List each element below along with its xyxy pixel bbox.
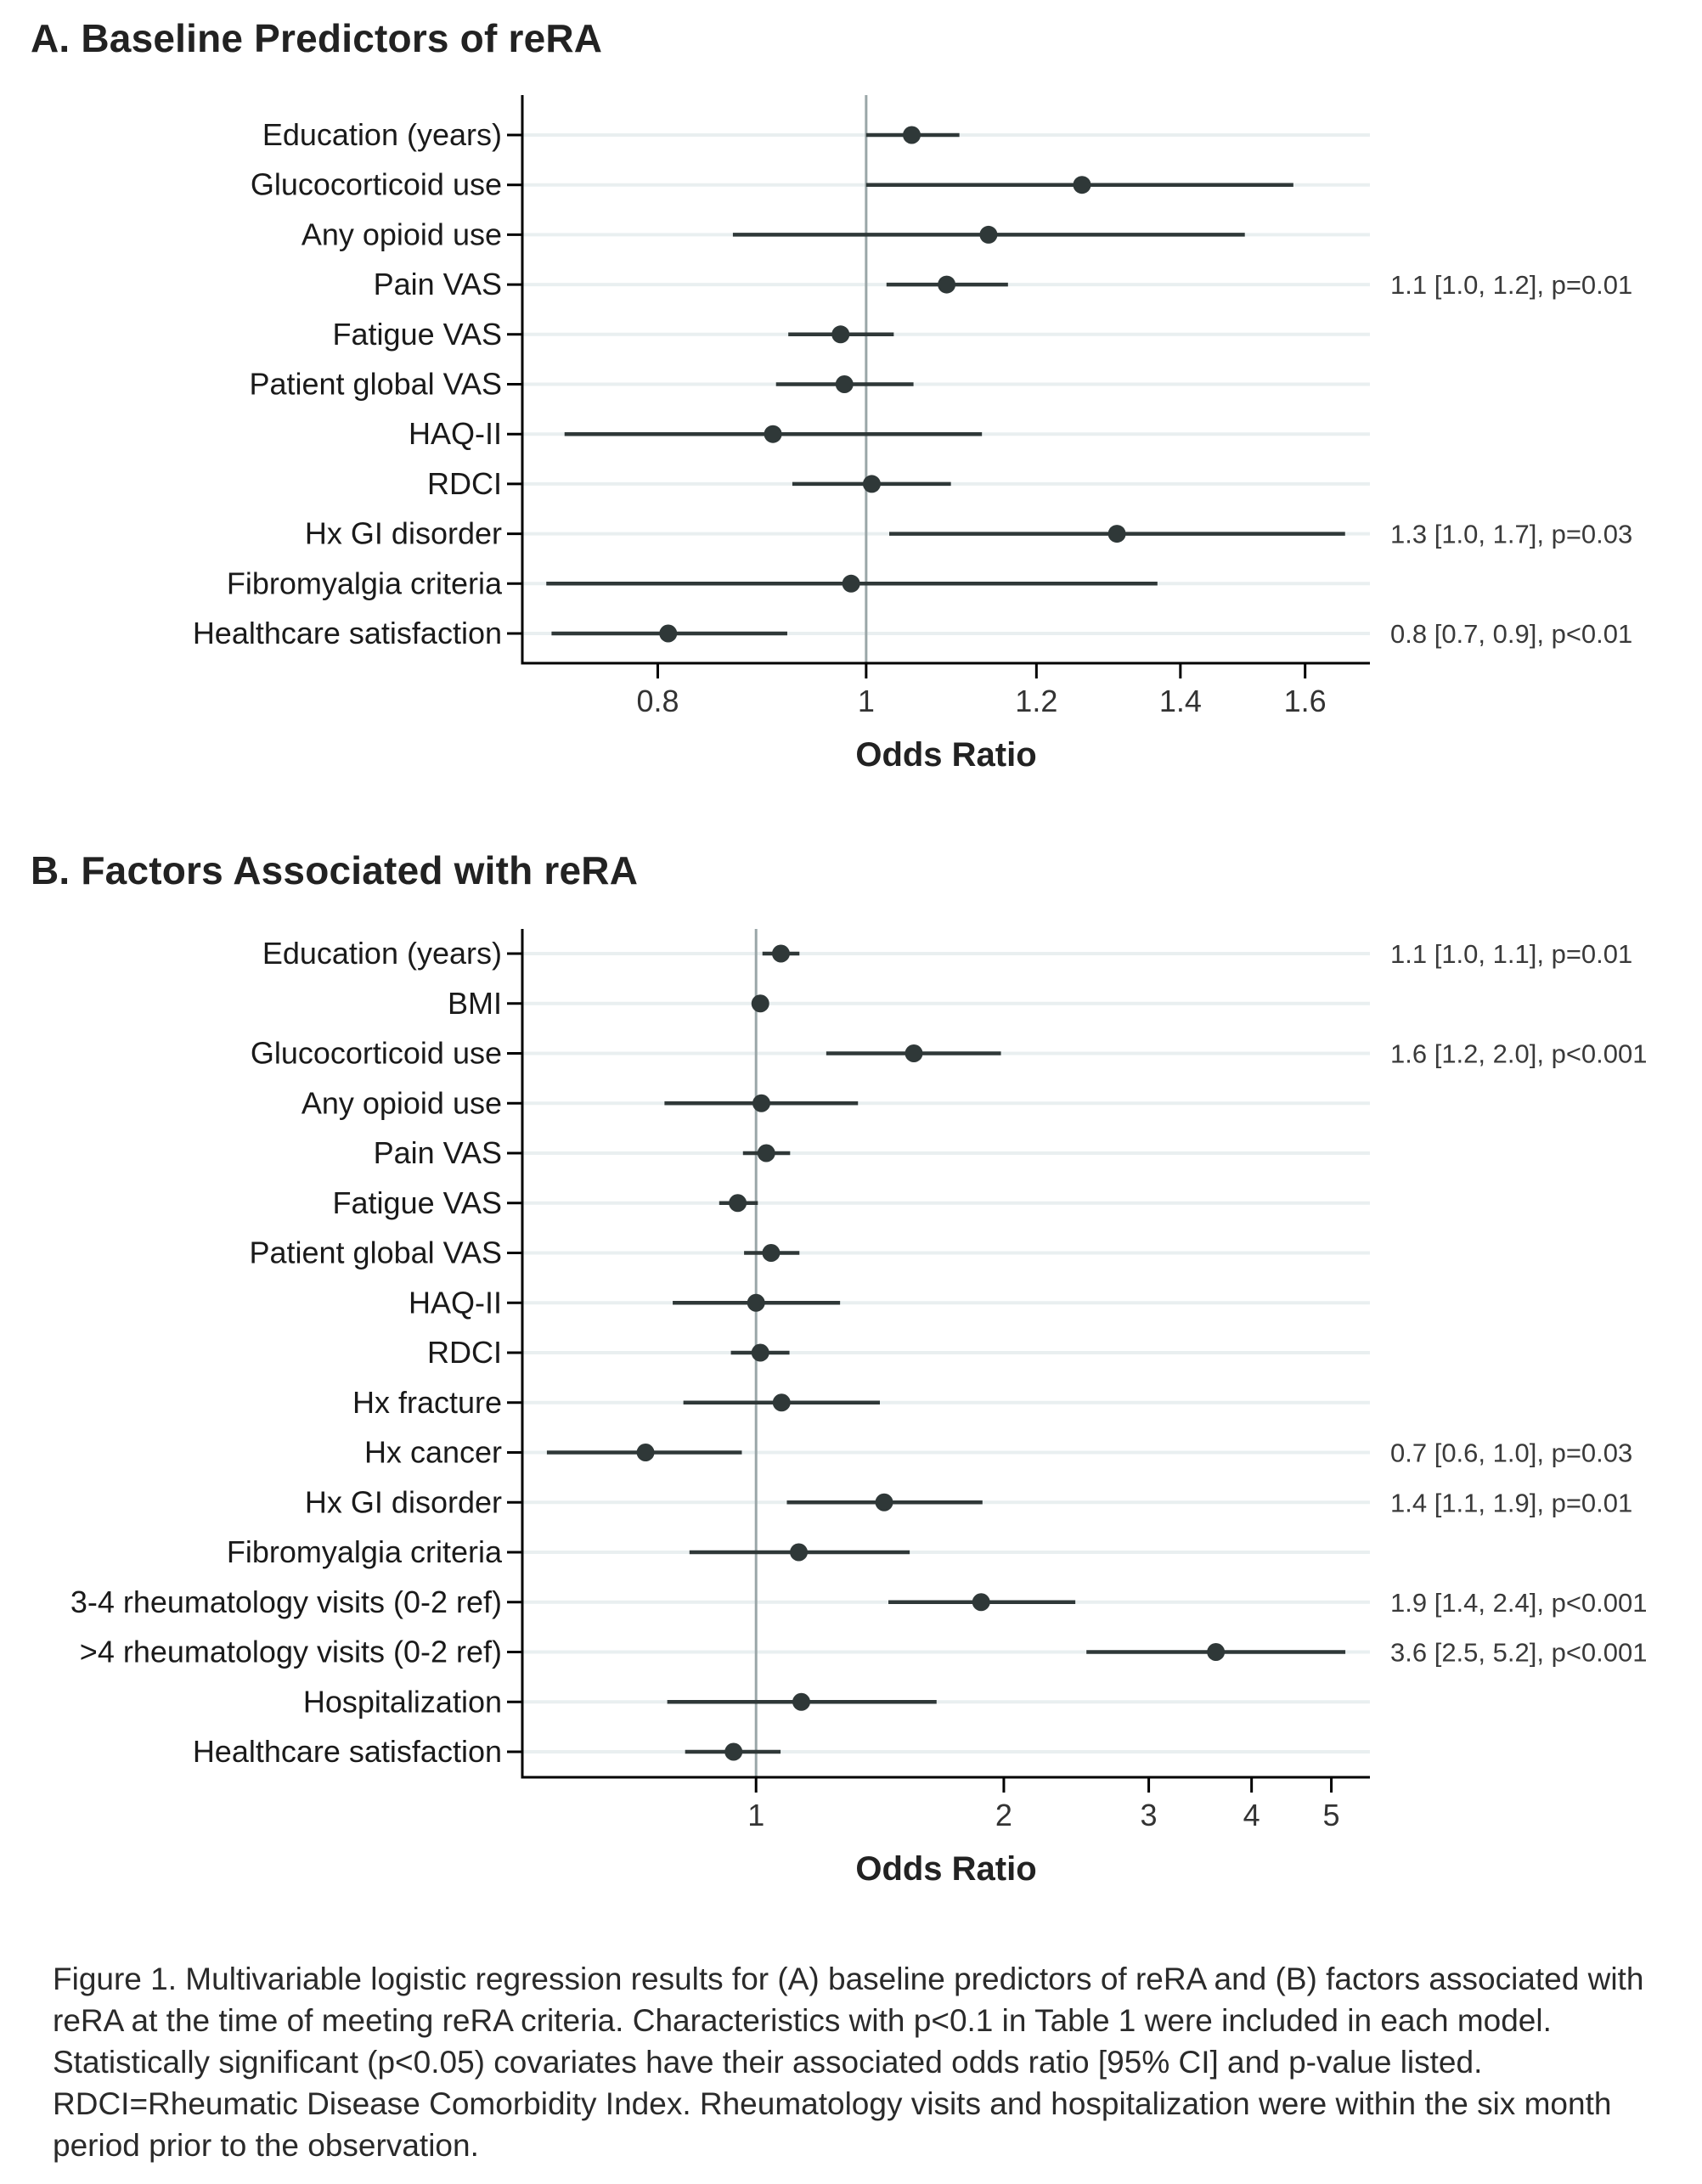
x-tick-label: 3 [1141, 1798, 1158, 1832]
odds-ratio-point [752, 1094, 770, 1112]
odds-ratio-annotation: 0.7 [0.6, 1.0], p=0.03 [1390, 1438, 1632, 1468]
x-tick-label: 1 [858, 684, 875, 718]
odds-ratio-point [757, 1144, 775, 1162]
y-tick-label: Pain VAS [374, 1135, 502, 1170]
odds-ratio-point [729, 1194, 747, 1213]
x-tick-label: 1.6 [1284, 684, 1327, 718]
x-tick-label: 1 [747, 1798, 764, 1832]
x-axis-title: Odds Ratio [855, 1850, 1036, 1888]
y-tick-label: Fatigue VAS [333, 317, 502, 352]
odds-ratio-point [1207, 1643, 1226, 1661]
odds-ratio-point [762, 1244, 781, 1262]
odds-ratio-annotation: 1.6 [1.2, 2.0], p<0.001 [1390, 1039, 1648, 1069]
odds-ratio-point [875, 1493, 893, 1511]
y-tick-label: RDCI [427, 1335, 502, 1370]
odds-ratio-point [724, 1742, 743, 1761]
x-tick-label: 1.2 [1015, 684, 1057, 718]
odds-ratio-point [751, 1343, 769, 1362]
odds-ratio-point [835, 375, 854, 393]
y-tick-label: Hx fracture [352, 1385, 502, 1420]
y-tick-label: Healthcare satisfaction [193, 1734, 502, 1769]
y-tick-label: Hospitalization [303, 1684, 502, 1719]
y-tick-label: Pain VAS [374, 267, 502, 301]
y-tick-label: Hx cancer [364, 1435, 502, 1470]
y-tick-label: Patient global VAS [249, 1236, 502, 1270]
panel-b-title: B. Factors Associated with reRA [31, 848, 639, 892]
y-tick-label: Education (years) [262, 936, 502, 971]
y-tick-label: 3-4 rheumatology visits (0-2 ref) [70, 1585, 502, 1619]
y-tick-label: Glucocorticoid use [251, 1036, 502, 1071]
y-tick-label: Hx GI disorder [305, 1484, 502, 1519]
panel-b-forest-plot: Education (years) 1.1 [1.0, 1.1], p=0.01 B… [70, 929, 1648, 1888]
y-tick-label: HAQ-II [409, 1285, 502, 1320]
odds-ratio-point [771, 944, 790, 963]
odds-ratio-point [764, 425, 782, 443]
odds-ratio-annotation: 1.3 [1.0, 1.7], p=0.03 [1390, 520, 1632, 549]
odds-ratio-point [751, 994, 769, 1013]
x-tick-label: 1.4 [1159, 684, 1202, 718]
y-tick-label: Glucocorticoid use [251, 167, 502, 202]
x-tick-label: 2 [995, 1798, 1012, 1832]
odds-ratio-point [938, 275, 956, 294]
y-tick-label: >4 rheumatology visits (0-2 ref) [80, 1635, 502, 1669]
panel-a-forest-plot: Education (years) Glucocorticoid use Any o… [193, 95, 1632, 774]
y-tick-label: BMI [448, 986, 502, 1021]
y-tick-label: Any opioid use [302, 217, 502, 251]
odds-ratio-annotation: 1.1 [1.0, 1.2], p=0.01 [1390, 270, 1632, 300]
y-tick-label: HAQ-II [409, 416, 502, 451]
odds-ratio-point [1107, 525, 1126, 543]
odds-ratio-point [790, 1543, 809, 1562]
odds-ratio-point [636, 1444, 655, 1461]
y-tick-label: Healthcare satisfaction [193, 616, 502, 650]
y-tick-label: Hx GI disorder [305, 516, 502, 551]
odds-ratio-point [831, 325, 850, 344]
odds-ratio-point [902, 126, 921, 144]
x-tick-label: 4 [1243, 1798, 1260, 1832]
y-tick-label: Fibromyalgia criteria [227, 566, 503, 600]
odds-ratio-point [772, 1393, 791, 1412]
odds-ratio-point [905, 1044, 923, 1062]
odds-ratio-point [1073, 176, 1091, 194]
y-tick-label: Education (years) [262, 117, 502, 152]
odds-ratio-point [792, 1692, 811, 1711]
figure-caption: Figure 1. Multivariable logistic regress… [53, 1962, 1644, 2163]
y-tick-label: Fibromyalgia criteria [227, 1534, 503, 1569]
y-tick-label: Fatigue VAS [333, 1185, 502, 1220]
odds-ratio-point [842, 574, 860, 593]
x-axis-title: Odds Ratio [855, 736, 1036, 774]
odds-ratio-annotation: 1.9 [1.4, 2.4], p<0.001 [1390, 1588, 1648, 1618]
odds-ratio-point [972, 1593, 990, 1612]
odds-ratio-point [862, 475, 881, 493]
x-tick-label: 5 [1323, 1798, 1340, 1832]
panel-a-title: A. Baseline Predictors of reRA [31, 16, 603, 60]
y-tick-label: RDCI [427, 466, 502, 501]
y-tick-label: Any opioid use [302, 1085, 502, 1120]
odds-ratio-point [979, 225, 998, 244]
y-tick-label: Patient global VAS [249, 367, 502, 402]
odds-ratio-point [659, 624, 678, 643]
x-tick-label: 0.8 [636, 684, 679, 718]
odds-ratio-annotation: 1.4 [1.1, 1.9], p=0.01 [1390, 1488, 1632, 1517]
odds-ratio-point [747, 1293, 765, 1312]
odds-ratio-annotation: 1.1 [1.0, 1.1], p=0.01 [1390, 939, 1632, 969]
odds-ratio-annotation: 0.8 [0.7, 0.9], p<0.01 [1390, 619, 1632, 649]
odds-ratio-annotation: 3.6 [2.5, 5.2], p<0.001 [1390, 1638, 1648, 1668]
